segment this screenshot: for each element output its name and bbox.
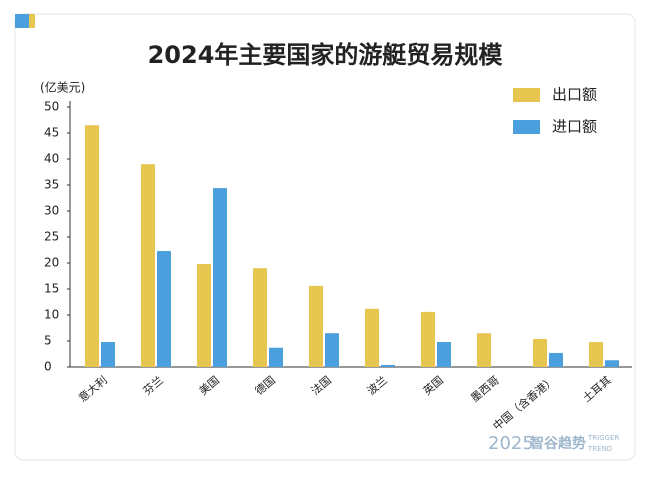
y-tick-label: 20 (44, 256, 59, 270)
bar (381, 364, 395, 367)
y-tick-label: 50 (44, 100, 59, 114)
bar (421, 311, 435, 367)
bar (549, 352, 563, 367)
chart-title: 2024年主要国家的游艇贸易规模 (148, 41, 504, 69)
bar (309, 285, 323, 367)
watermark-en: TRIGGER (587, 434, 619, 442)
bar (253, 268, 267, 367)
watermark-year: 2025 (488, 433, 534, 454)
y-tick-label: 15 (44, 282, 59, 296)
y-tick-label: 30 (44, 204, 59, 218)
y-tick-label: 35 (44, 178, 59, 192)
corner-icon (15, 14, 29, 28)
bar (213, 188, 227, 367)
bar (141, 164, 155, 367)
y-axis-label: (亿美元) (40, 80, 85, 95)
bar (325, 333, 339, 367)
y-tick-label: 10 (44, 308, 59, 322)
bar (477, 333, 491, 367)
bar (101, 342, 115, 367)
watermark-brand: 智谷趋势 (529, 435, 586, 452)
legend-swatch (513, 88, 540, 102)
y-tick-label: 45 (44, 126, 59, 140)
legend-label: 进口额 (552, 118, 597, 136)
corner-icon (29, 14, 35, 28)
legend-label: 出口额 (552, 86, 597, 104)
y-tick-label: 5 (44, 334, 52, 348)
bar (157, 251, 171, 367)
legend-swatch (513, 120, 540, 134)
bar (85, 125, 99, 367)
bar (589, 342, 603, 367)
y-tick-label: 40 (44, 152, 59, 166)
y-tick-label: 25 (44, 230, 59, 244)
bar (365, 308, 379, 367)
bar (605, 360, 619, 367)
bar (437, 342, 451, 367)
bar (197, 264, 211, 367)
bar (269, 347, 283, 367)
watermark-en: TREND (587, 445, 612, 453)
bar (533, 338, 547, 367)
y-tick-label: 0 (44, 360, 52, 374)
